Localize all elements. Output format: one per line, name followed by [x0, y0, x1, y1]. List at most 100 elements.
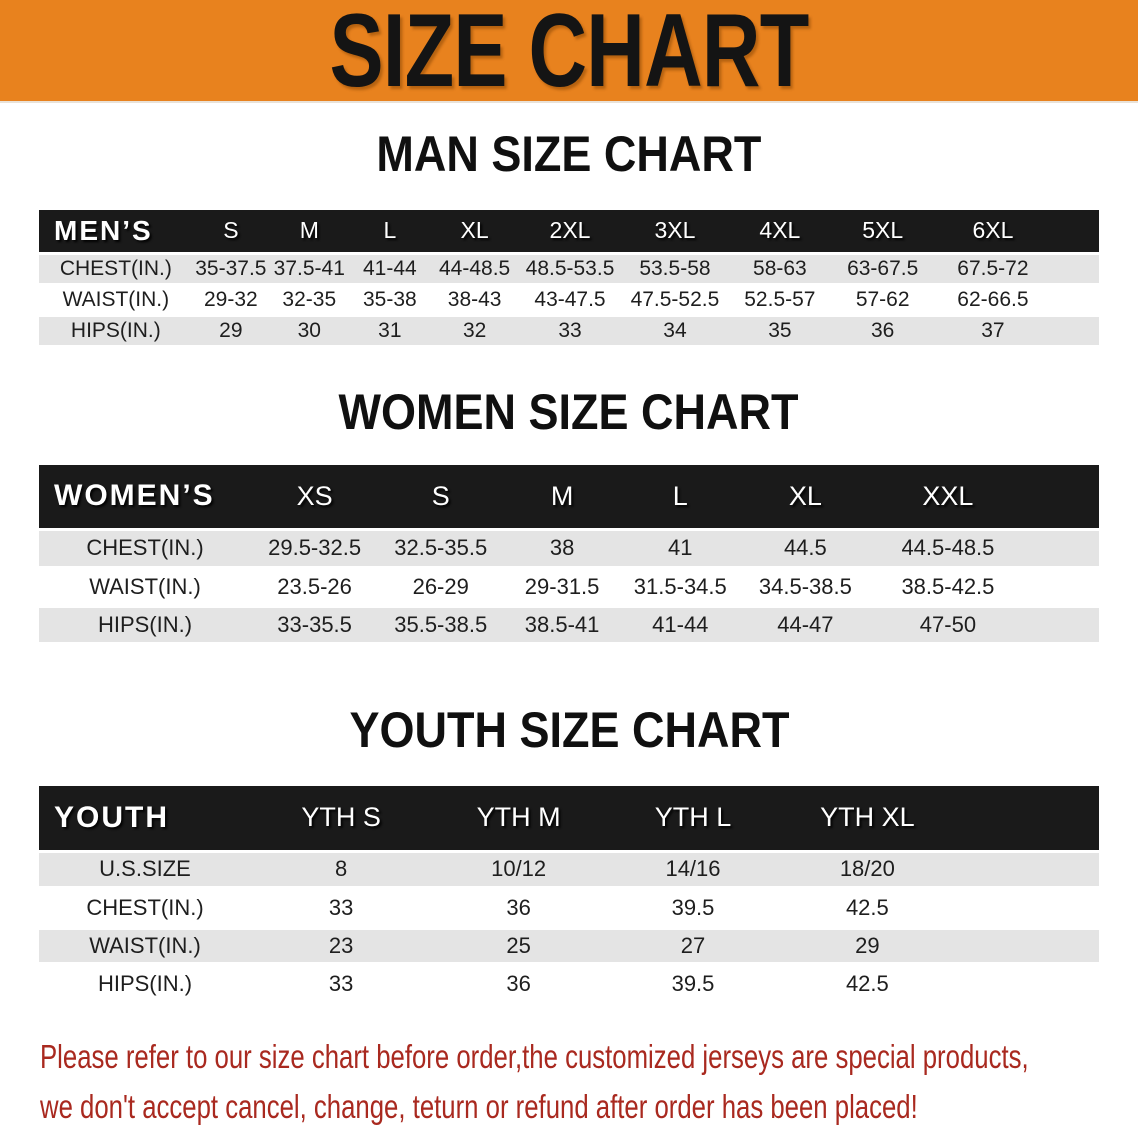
size-cell: 52.5-57 — [729, 284, 831, 317]
column-header: YTH XL — [779, 786, 955, 853]
row-label: HIPS(IN.) — [39, 605, 251, 646]
mens-size-table: MEN’S S M L XL 2XL 3XL 4XL 5XL 6XL CHEST(IN.) 35-37… — [39, 209, 1099, 348]
column-header: S — [192, 209, 270, 255]
size-cell: 29-31.5 — [503, 567, 621, 608]
size-cell: 38 — [503, 529, 621, 570]
size-cell: 31.5-34.5 — [620, 567, 740, 608]
table-header-row: MEN’S S M L XL 2XL 3XL 4XL 5XL 6XL — [39, 209, 1099, 255]
women-size-chart-title-text: WOMEN SIZE CHART — [339, 384, 799, 440]
filler-cell — [1024, 605, 1099, 646]
table-row: U.S.SIZE 8 10/12 14/16 18/20 — [39, 851, 1099, 892]
size-cell: 62-66.5 — [934, 284, 1052, 317]
row-label: WAIST(IN.) — [39, 567, 251, 608]
womens-size-table: WOMEN’S XS S M L XL XXL CHEST(IN.) 29.5-32.5 32.5… — [39, 464, 1099, 646]
filler-cell — [954, 889, 1099, 930]
size-cell: 42.5 — [779, 889, 955, 930]
size-cell: 29-32 — [192, 284, 270, 317]
man-size-chart-title: MAN SIZE CHART — [0, 128, 1138, 181]
disclaimer-line-1-text: Please refer to our size chart before or… — [40, 1038, 1029, 1075]
filler-cell — [1024, 567, 1099, 608]
size-cell: 39.5 — [606, 965, 780, 1006]
size-cell: 34 — [620, 315, 729, 348]
size-cell: 48.5-53.5 — [519, 253, 621, 286]
disclaimer-line-2-text: we don't accept cancel, change, teturn o… — [40, 1087, 918, 1125]
column-header: XL — [739, 464, 872, 531]
filler-column — [954, 786, 1099, 853]
size-cell: 30 — [269, 315, 350, 348]
filler-cell — [1051, 315, 1099, 348]
filler-cell — [954, 965, 1099, 1006]
size-cell: 8 — [251, 851, 432, 892]
filler-cell — [1051, 253, 1099, 286]
size-cell: 36 — [830, 315, 935, 348]
table-header-row: YOUTH YTH S YTH M YTH L YTH XL — [39, 786, 1099, 853]
column-header: L — [349, 209, 431, 255]
size-cell: 34.5-38.5 — [739, 567, 872, 608]
youth-size-chart-title-text: YOUTH SIZE CHART — [348, 701, 790, 758]
size-cell: 35.5-38.5 — [378, 605, 504, 646]
size-cell: 29.5-32.5 — [251, 529, 379, 570]
size-cell: 36 — [431, 889, 607, 930]
size-cell: 35 — [729, 315, 831, 348]
row-label: U.S.SIZE — [39, 851, 251, 892]
column-header: XXL — [871, 464, 1025, 531]
table-row: WAIST(IN.) 23.5-26 26-29 29-31.5 31.5-34.5 34… — [39, 567, 1099, 608]
column-header: 5XL — [830, 209, 935, 255]
size-cell: 29 — [779, 927, 955, 968]
row-label: WAIST(IN.) — [39, 284, 193, 317]
size-cell: 33 — [519, 315, 621, 348]
size-cell: 41-44 — [620, 605, 740, 646]
table-row: HIPS(IN.) 29 30 31 32 33 34 35 36 37 — [39, 315, 1099, 348]
column-header: YTH M — [431, 786, 607, 853]
row-label: HIPS(IN.) — [39, 965, 251, 1006]
filler-cell — [1024, 529, 1099, 570]
size-cell: 44.5-48.5 — [871, 529, 1025, 570]
size-cell: 43-47.5 — [519, 284, 621, 317]
size-cell: 23.5-26 — [251, 567, 379, 608]
column-header: YTH L — [606, 786, 780, 853]
size-cell: 47-50 — [871, 605, 1025, 646]
size-cell: 25 — [431, 927, 607, 968]
row-label: WAIST(IN.) — [39, 927, 251, 968]
table-row: WAIST(IN.) 23 25 27 29 — [39, 927, 1099, 968]
size-cell: 33 — [251, 889, 432, 930]
size-cell: 41 — [620, 529, 740, 570]
column-header: S — [378, 464, 504, 531]
size-cell: 44-48.5 — [430, 253, 520, 286]
filler-cell — [954, 927, 1099, 968]
column-header: XL — [430, 209, 520, 255]
size-cell: 44.5 — [739, 529, 872, 570]
disclaimer-line-2: we don't accept cancel, change, teturn o… — [40, 1082, 1138, 1132]
column-header: 4XL — [729, 209, 831, 255]
size-cell: 47.5-52.5 — [620, 284, 729, 317]
size-cell: 32-35 — [269, 284, 350, 317]
size-cell: 41-44 — [349, 253, 431, 286]
row-label: CHEST(IN.) — [39, 529, 251, 570]
table-row: CHEST(IN.) 33 36 39.5 42.5 — [39, 889, 1099, 930]
banner-title: SIZE CHART — [329, 0, 810, 109]
size-cell: 29 — [192, 315, 270, 348]
size-cell: 57-62 — [830, 284, 935, 317]
row-label: CHEST(IN.) — [39, 889, 251, 930]
filler-column — [1051, 209, 1099, 255]
table-row: WAIST(IN.) 29-32 32-35 35-38 38-43 43-47.5 47.… — [39, 284, 1099, 317]
order-disclaimer: Please refer to our size chart before or… — [40, 1032, 1138, 1131]
size-cell: 38.5-42.5 — [871, 567, 1025, 608]
size-cell: 67.5-72 — [934, 253, 1052, 286]
table-row: HIPS(IN.) 33 36 39.5 42.5 — [39, 965, 1099, 1006]
size-cell: 35-37.5 — [192, 253, 270, 286]
size-chart-banner: SIZE CHART — [0, 0, 1138, 103]
table-row: CHEST(IN.) 35-37.5 37.5-41 41-44 44-48.5 48.5… — [39, 253, 1099, 286]
group-label: WOMEN’S — [39, 464, 251, 531]
size-cell: 42.5 — [779, 965, 955, 1006]
column-header: 3XL — [620, 209, 729, 255]
table-header-row: WOMEN’S XS S M L XL XXL — [39, 464, 1099, 531]
table-row: CHEST(IN.) 29.5-32.5 32.5-35.5 38 41 44.5 44.5… — [39, 529, 1099, 570]
size-cell: 35-38 — [349, 284, 431, 317]
size-cell: 36 — [431, 965, 607, 1006]
table-row: HIPS(IN.) 33-35.5 35.5-38.5 38.5-41 41-44 44-… — [39, 605, 1099, 646]
youth-size-chart-title: YOUTH SIZE CHART — [0, 701, 1138, 758]
group-label: MEN’S — [39, 209, 193, 255]
size-cell: 18/20 — [779, 851, 955, 892]
column-header: M — [503, 464, 621, 531]
